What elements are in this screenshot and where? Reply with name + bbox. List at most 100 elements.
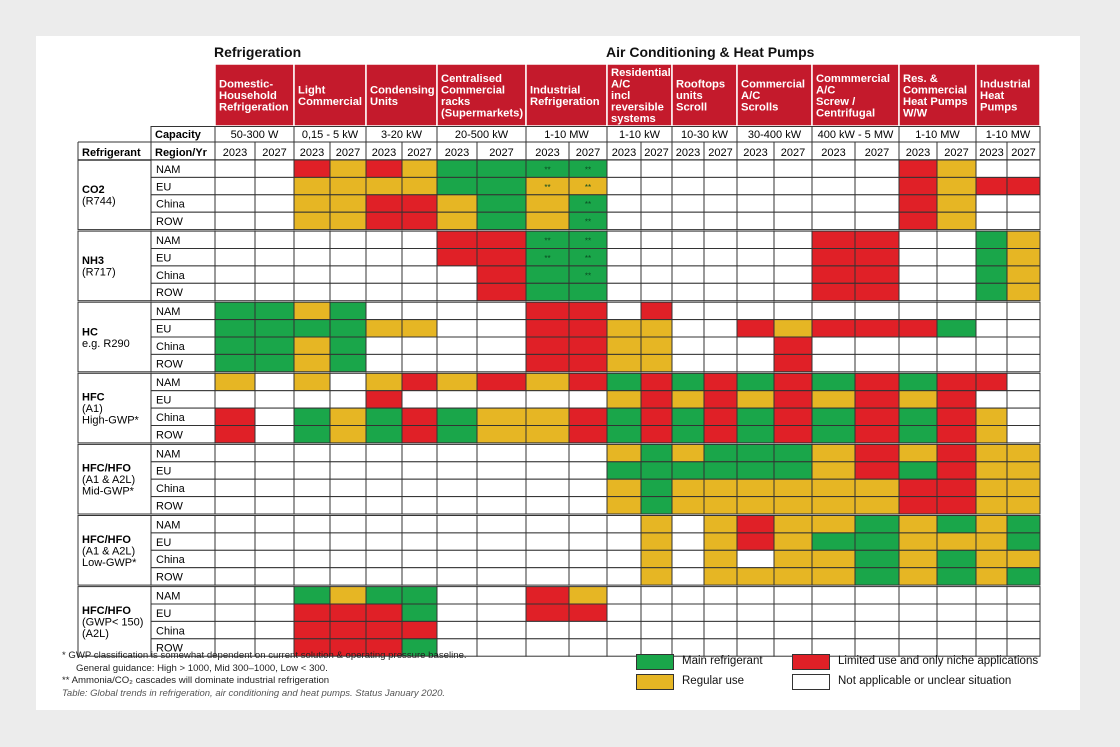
status-cell: [898, 336, 938, 355]
status-cell: [703, 425, 738, 444]
column-header-label: Commercial: [441, 84, 505, 96]
status-cell: [476, 496, 527, 515]
status-cell: [640, 390, 673, 409]
status-cell: [436, 176, 478, 196]
status-cell: [525, 282, 570, 302]
status-cell: [640, 176, 673, 196]
status-cell: [703, 248, 738, 267]
status-cell: [401, 176, 438, 196]
status-cell: [671, 496, 705, 515]
status-cell: [568, 478, 608, 498]
refrigerant-name: HFC/HFO: [82, 605, 131, 617]
status-cell: [671, 461, 705, 480]
year-label: 2027: [944, 147, 968, 159]
status-cell: [736, 194, 775, 213]
status-cell: [476, 372, 527, 392]
status-cell: [640, 443, 673, 463]
status-cell: [773, 407, 813, 427]
year-label: 2023: [676, 147, 700, 159]
status-cell: [436, 265, 478, 284]
status-cell: [476, 282, 527, 302]
status-cell: [854, 532, 900, 551]
status-cell: [329, 515, 367, 534]
status-cell: [214, 390, 256, 409]
ammonia-co2-marker: **: [544, 183, 550, 192]
status-cell: [525, 586, 570, 605]
column-header-label: Units: [370, 96, 398, 108]
status-cell: [736, 532, 775, 551]
status-cell: [640, 265, 673, 284]
status-cell: [936, 301, 977, 321]
year-label: 2027: [644, 147, 668, 159]
status-cell: [854, 515, 900, 534]
status-cell: [854, 336, 900, 355]
status-cell: [671, 603, 705, 622]
status-cell: [898, 461, 938, 480]
status-cell: [401, 586, 438, 605]
status-cell: [254, 496, 295, 515]
status-cell: [773, 496, 813, 515]
status-cell: [898, 282, 938, 302]
status-cell: [811, 265, 856, 284]
status-cell: [975, 549, 1008, 569]
ammonia-co2-marker: **: [585, 218, 591, 227]
status-cell: [671, 515, 705, 534]
status-cell: [898, 390, 938, 409]
status-cell: [365, 265, 403, 284]
status-cell: [773, 620, 813, 640]
legend-label-main: Main refrigerant: [682, 655, 763, 667]
status-cell: [214, 176, 256, 196]
status-cell: [365, 461, 403, 480]
status-cell: [293, 282, 331, 302]
status-cell: [525, 194, 570, 213]
status-cell: [365, 390, 403, 409]
column-header-label: Res. &: [903, 73, 938, 85]
status-cell: [436, 336, 478, 355]
status-cell: [293, 496, 331, 515]
column-header-bg: [365, 63, 438, 127]
status-cell: [936, 425, 977, 444]
status-cell: [1006, 319, 1041, 338]
column-header-bg: [214, 63, 295, 127]
status-cell: [214, 425, 256, 444]
status-cell: [640, 372, 673, 392]
ammonia-co2-marker: **: [585, 237, 591, 246]
status-cell: [811, 159, 856, 178]
status-cell: [476, 443, 527, 463]
status-cell: [254, 353, 295, 373]
status-cell: [854, 265, 900, 284]
status-cell: [401, 265, 438, 284]
footnote-ammonia: ** Ammonia/CO₂ cascades will dominate in…: [62, 675, 330, 686]
status-cell: [568, 407, 608, 427]
status-cell: [401, 461, 438, 480]
status-cell: [476, 248, 527, 267]
status-cell: [1006, 549, 1041, 569]
status-cell: [293, 478, 331, 498]
status-cell: [640, 515, 673, 534]
status-cell: [293, 301, 331, 321]
column-header-label: Domestic-: [219, 79, 273, 91]
region-label: EU: [156, 537, 171, 549]
status-cell: [736, 425, 775, 444]
status-cell: [329, 549, 367, 569]
status-cell: [436, 567, 478, 586]
status-cell: [898, 372, 938, 392]
refrigerant-name: HFC/HFO: [82, 463, 131, 475]
status-cell: [773, 549, 813, 569]
status-cell: [703, 567, 738, 586]
ammonia-co2-marker: **: [544, 237, 550, 246]
year-label: 2023: [821, 147, 845, 159]
status-cell: [606, 372, 642, 392]
status-cell: [476, 301, 527, 321]
year-label: 2023: [535, 147, 559, 159]
status-cell: [254, 407, 295, 427]
status-cell: [254, 230, 295, 250]
status-cell: [898, 515, 938, 534]
status-cell: [293, 353, 331, 373]
status-cell: [329, 407, 367, 427]
column-header-bg: [811, 63, 900, 127]
region-label: NAM: [156, 235, 180, 247]
status-cell: [436, 425, 478, 444]
status-cell: [214, 443, 256, 463]
status-cell: [329, 532, 367, 551]
